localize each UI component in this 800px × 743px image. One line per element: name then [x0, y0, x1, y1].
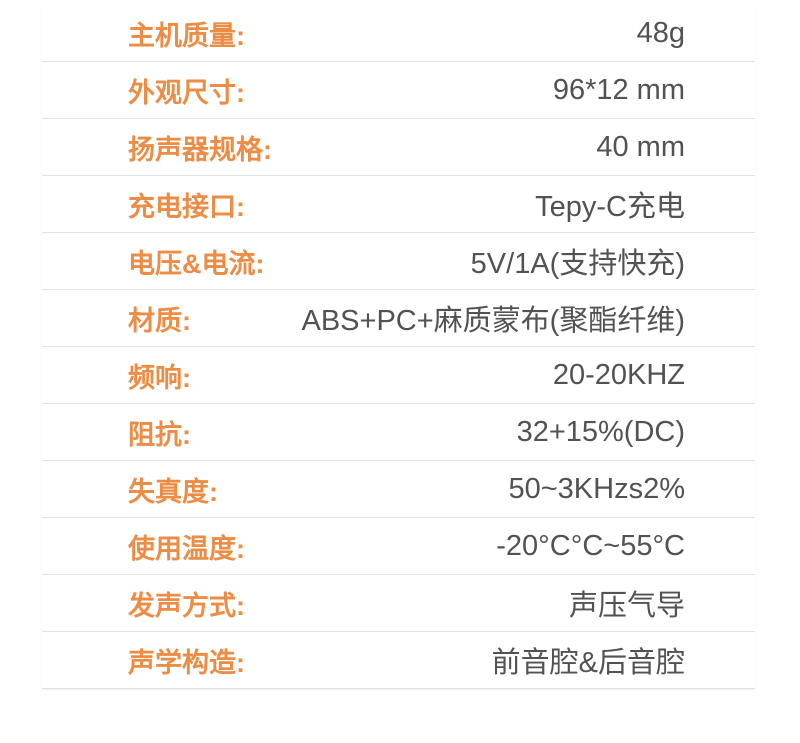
spec-label: 材质: — [128, 305, 191, 336]
spec-row-operating-temperature: 使用温度: -20°C°C~55°C — [42, 518, 755, 575]
spec-value: Tepy-C充电 — [535, 191, 685, 223]
spec-label: 扬声器规格: — [128, 134, 272, 165]
spec-table: 主机质量: 48g 外观尺寸: 96*12 mm 扬声器规格: 40 mm 充电… — [42, 5, 755, 689]
spec-label: 主机质量: — [128, 20, 245, 51]
spec-row-voltage-current: 电压&电流: 5V/1A(支持快充) — [42, 233, 755, 290]
spec-value: 40 mm — [596, 130, 685, 163]
spec-row-sound-emission: 发声方式: 声压气导 — [42, 575, 755, 632]
spec-value: 96*12 mm — [552, 73, 685, 106]
spec-label: 声学构造: — [128, 647, 245, 678]
spec-value: 前音腔&后音腔 — [491, 647, 685, 679]
spec-label: 阻抗: — [128, 419, 191, 450]
spec-row-speaker-size: 扬声器规格: 40 mm — [42, 119, 755, 176]
spec-row-frequency-response: 频响: 20-20KHZ — [42, 347, 755, 404]
spec-row-charging-port: 充电接口: Tepy-C充电 — [42, 176, 755, 233]
spec-row-distortion: 失真度: 50~3KHzs2% — [42, 461, 755, 518]
spec-value: 50~3KHzs2% — [508, 472, 685, 505]
spec-value: 48g — [636, 16, 685, 49]
spec-row-acoustic-structure: 声学构造: 前音腔&后音腔 — [42, 632, 755, 689]
spec-row-dimensions: 外观尺寸: 96*12 mm — [42, 62, 755, 119]
spec-label: 外观尺寸: — [128, 77, 245, 108]
spec-label: 失真度: — [128, 476, 218, 507]
spec-label: 频响: — [128, 362, 191, 393]
spec-value: 声压气导 — [568, 590, 685, 622]
spec-value: 5V/1A(支持快充) — [470, 248, 685, 280]
spec-value: -20°C°C~55°C — [496, 529, 685, 562]
spec-label: 充电接口: — [128, 191, 245, 222]
spec-value: 20-20KHZ — [552, 358, 685, 391]
spec-row-weight: 主机质量: 48g — [42, 5, 755, 62]
spec-label: 使用温度: — [128, 533, 245, 564]
spec-row-material: 材质: ABS+PC+麻质蒙布(聚酯纤维) — [42, 290, 755, 347]
spec-value: ABS+PC+麻质蒙布(聚酯纤维) — [301, 305, 686, 337]
spec-label: 电压&电流: — [128, 248, 265, 279]
spec-row-impedance: 阻抗: 32+15%(DC) — [42, 404, 755, 461]
spec-value: 32+15%(DC) — [516, 415, 685, 448]
spec-label: 发声方式: — [128, 590, 245, 621]
